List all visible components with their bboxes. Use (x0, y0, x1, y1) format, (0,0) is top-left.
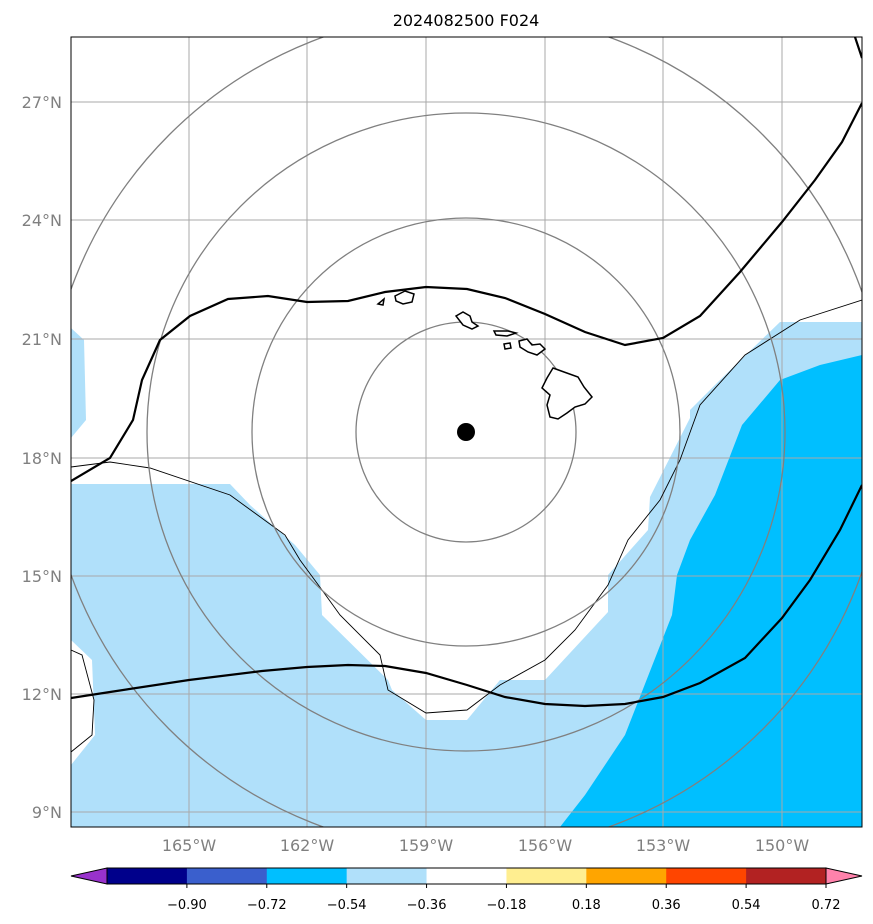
colorbar-tick-label: −0.90 (167, 898, 207, 913)
colorbar-segment (186, 868, 268, 884)
lat-tick-label: 24°N (22, 211, 62, 230)
lon-tick-label: 162°W (280, 836, 335, 855)
colorbar-segment (746, 868, 827, 884)
chart-title: 2024082500 F024 (393, 11, 540, 30)
colorbar-tick-label: −0.36 (407, 898, 447, 913)
field-deep-blue-east (560, 355, 862, 827)
island-niihau (376, 297, 386, 306)
colorbar-segment (586, 868, 667, 884)
lon-tick-label: 150°W (755, 836, 810, 855)
lon-tick-label: 165°W (162, 836, 217, 855)
lon-tick-labels: 165°W 162°W 159°W 156°W 153°W 150°W (162, 836, 810, 855)
island-kauai (394, 290, 415, 305)
colorbar (70, 867, 863, 885)
lat-tick-label: 15°N (22, 567, 62, 586)
colorbar-tick-label: 0.36 (652, 898, 681, 913)
colorbar-segment (107, 868, 188, 884)
lat-tick-label: 18°N (22, 449, 62, 468)
colorbar-segment (506, 868, 587, 884)
field-light-blue-edge (71, 328, 86, 438)
lon-tick-label: 153°W (636, 836, 691, 855)
contour-thin-sw (71, 649, 95, 753)
coastlines (376, 290, 594, 420)
colorbar-segment (346, 868, 428, 884)
contours-thick (71, 37, 862, 708)
colorbar-extend-max (825, 867, 863, 885)
colorbar-tick-label: −0.18 (487, 898, 527, 913)
lat-tick-label: 9°N (32, 803, 62, 822)
colorbar-tick-label: 0.18 (572, 898, 601, 913)
colorbar-tick-label: −0.72 (247, 898, 287, 913)
gridlines (71, 37, 862, 827)
contour-thin (71, 299, 862, 714)
island-molokai (492, 330, 519, 337)
storm-center-marker (457, 423, 475, 441)
colorbar-tick-label: 0.54 (732, 898, 761, 913)
colorbar-tick-label: 0.72 (812, 898, 841, 913)
island-hawaii (541, 367, 594, 420)
colorbar-extend-min (70, 867, 108, 885)
colorbar-segment (266, 868, 348, 884)
map-area (71, 37, 862, 827)
lat-tick-label: 12°N (22, 685, 62, 704)
map-frame (70, 36, 863, 828)
colorbar-tick-label: −0.54 (327, 898, 367, 913)
colorbar-segment (666, 868, 747, 884)
colorbar-segment (426, 868, 507, 884)
lon-tick-label: 159°W (399, 836, 454, 855)
lat-tick-label: 21°N (22, 330, 62, 349)
island-maui (518, 338, 547, 356)
island-oahu (454, 311, 480, 330)
lat-tick-label: 27°N (22, 93, 62, 112)
field-white-pocket (71, 640, 95, 765)
lat-tick-labels: 9°N 12°N 15°N 18°N 21°N 24°N 27°N (22, 93, 62, 822)
lon-tick-label: 156°W (518, 836, 573, 855)
island-lanai (503, 342, 512, 350)
colorbar-labels: −0.90 −0.72 −0.54 −0.36 −0.18 0.18 0.36 0.54 0.7… (167, 884, 841, 913)
colorbar-frame (106, 867, 827, 885)
range-rings (71, 37, 862, 827)
